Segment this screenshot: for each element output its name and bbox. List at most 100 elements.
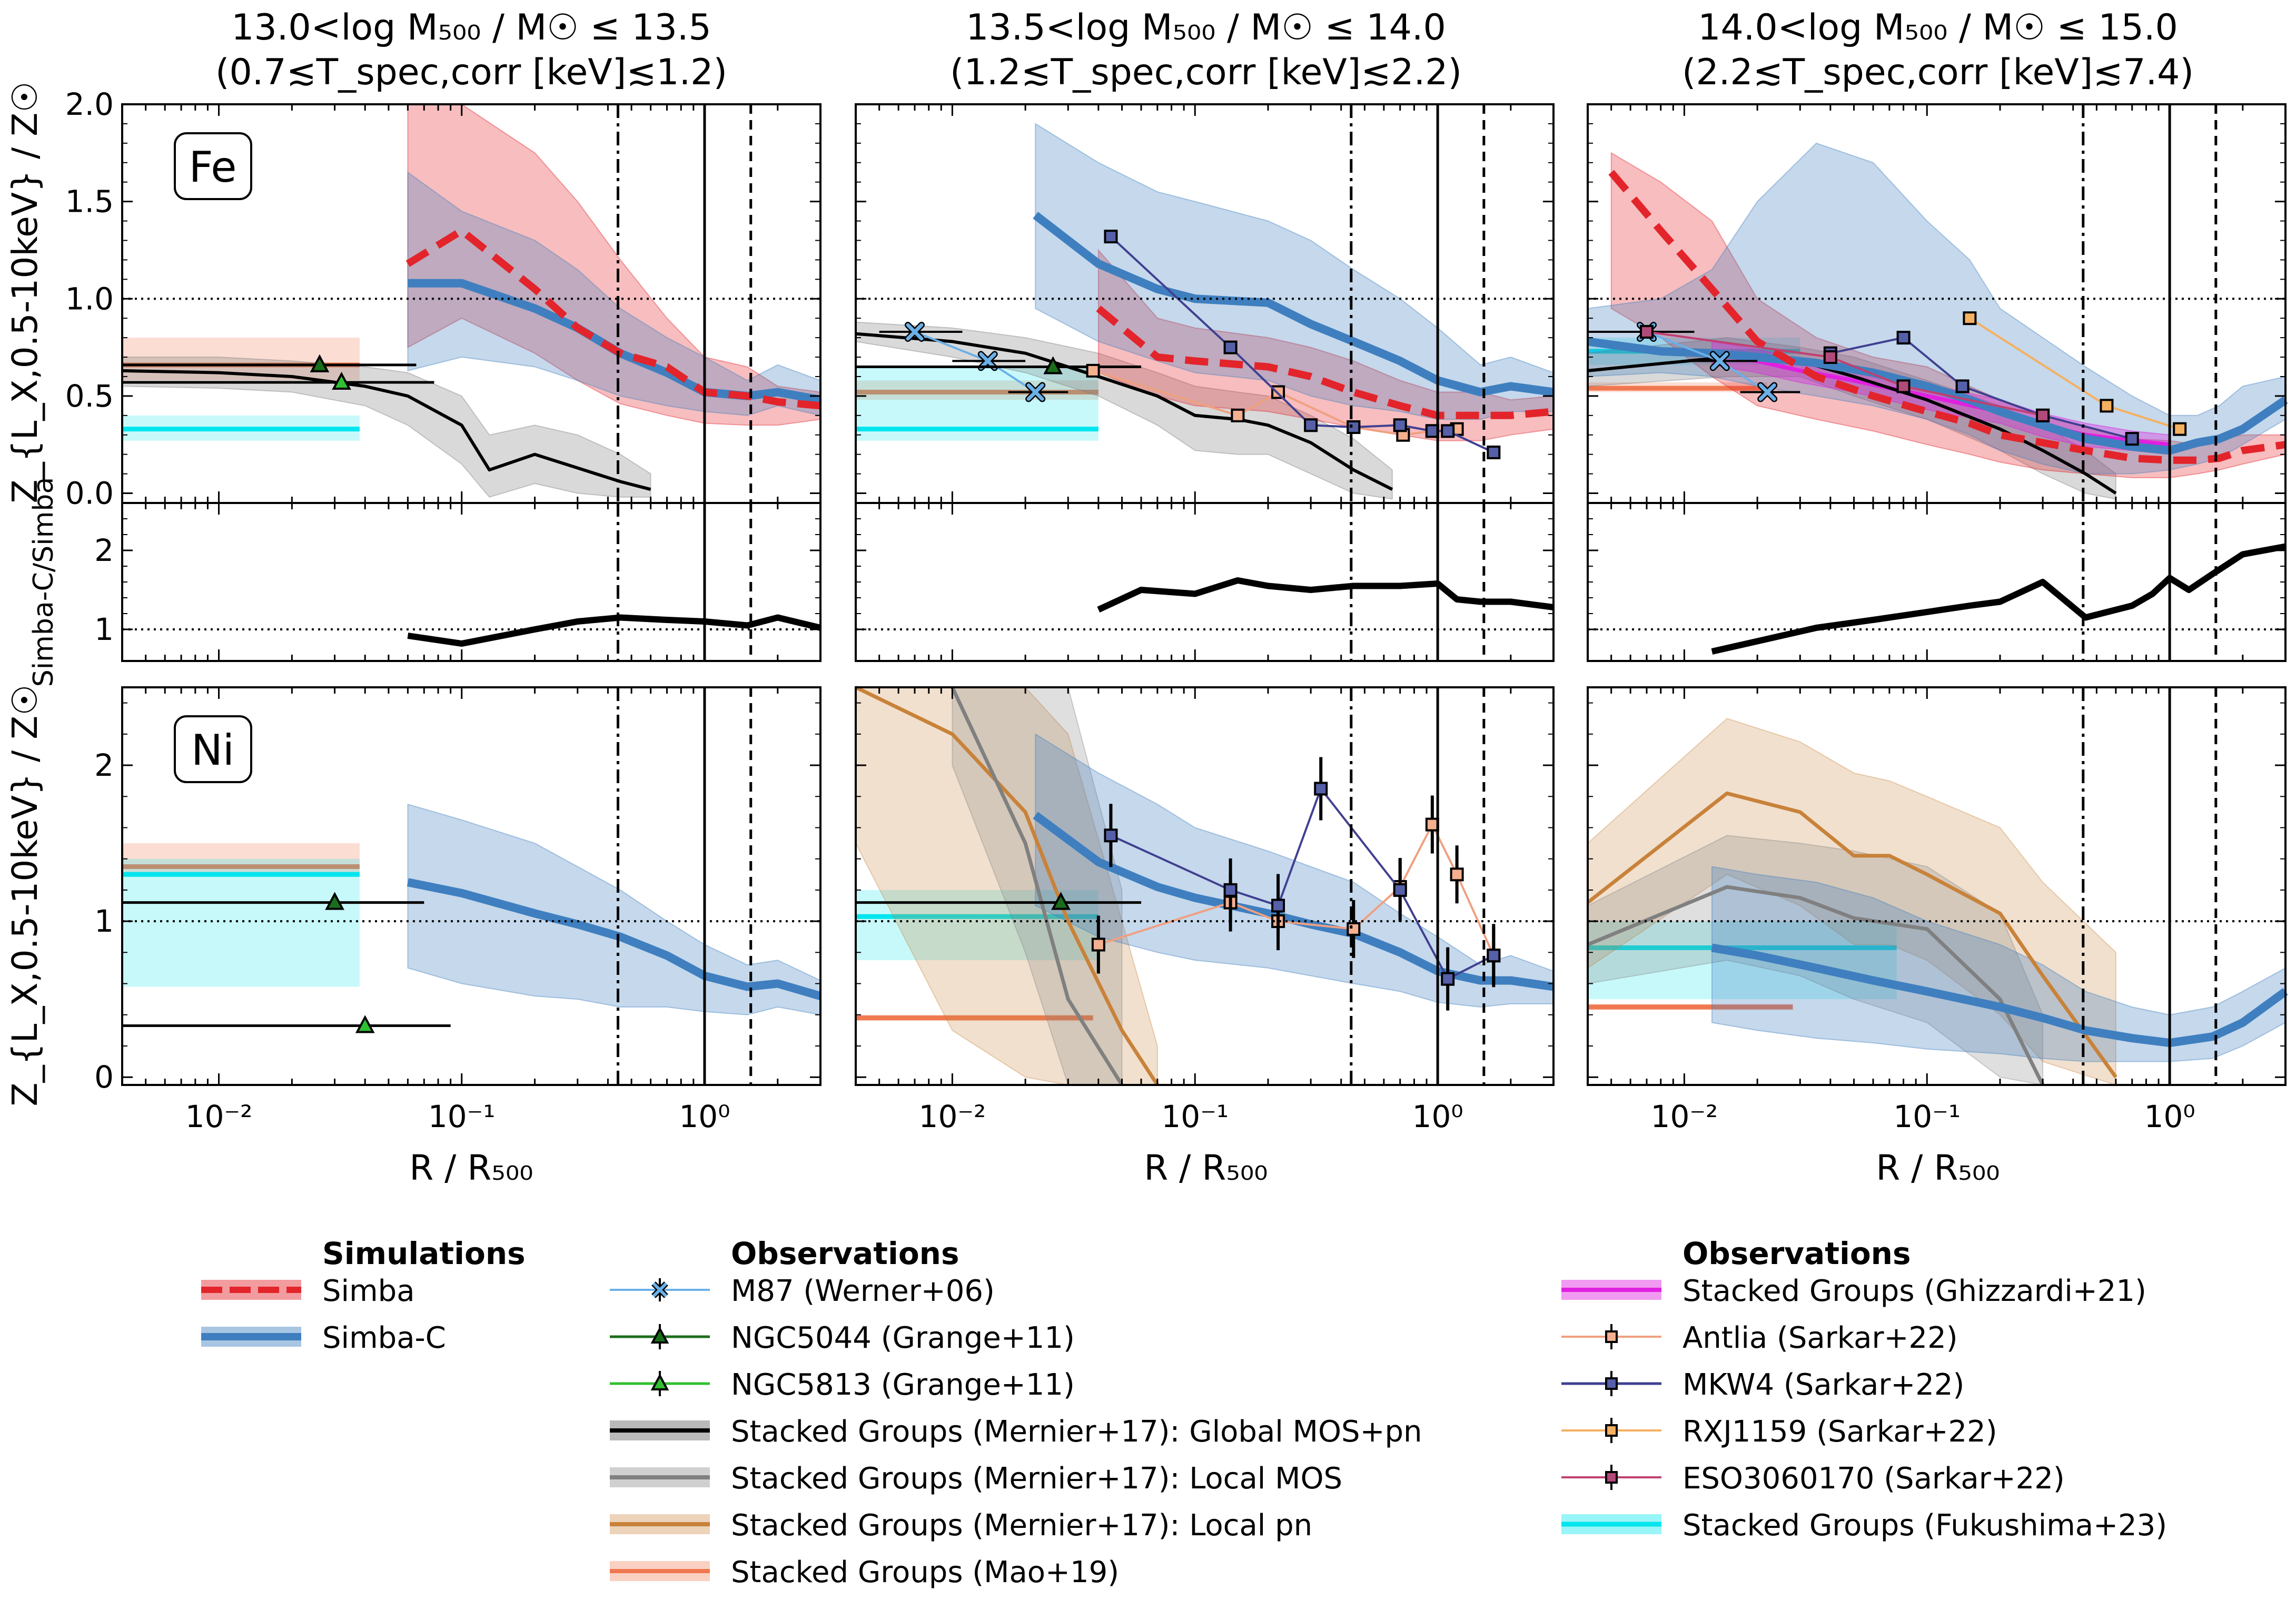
legend-obs1-4: Stacked Groups (Mernier+17): Local MOS bbox=[610, 1462, 1342, 1496]
col1-title-line1: 13.0<log M₅₀₀ / M☉ ≤ 13.5 bbox=[231, 7, 711, 48]
legend-obs1-1-swatch-marker bbox=[650, 1326, 669, 1344]
rxj1159-marker bbox=[2173, 422, 2187, 436]
antlia-marker bbox=[1231, 408, 1245, 422]
mkw4-ni-marker bbox=[1271, 899, 1285, 913]
x-tick-label: 10⁻² bbox=[919, 1099, 986, 1134]
antlia-marker bbox=[1086, 363, 1100, 378]
y-tick-label: 1 bbox=[94, 903, 114, 939]
legend-obs1-1: NGC5044 (Grange+11) bbox=[610, 1321, 1075, 1355]
legend-obs2-3-swatch-marker bbox=[1605, 1424, 1618, 1437]
panel-ratio-2 bbox=[855, 502, 1555, 662]
mkw4-marker bbox=[1896, 331, 1911, 345]
panel-ni-2: 10⁻² 10⁻¹ 10⁰ bbox=[855, 685, 1555, 1134]
mkw4-ni-marker bbox=[1393, 883, 1407, 897]
panel-frame bbox=[1587, 686, 2287, 1086]
mkw4-marker bbox=[2125, 432, 2139, 446]
rxj1159-marker bbox=[2100, 399, 2114, 413]
y-tick-label: 1.5 bbox=[65, 184, 114, 220]
legend-obs2-3-label: RXJ1159 (Sarkar+22) bbox=[1683, 1415, 1997, 1449]
element-label: Fe bbox=[189, 143, 237, 192]
legend-obs2-5: Stacked Groups (Fukushima+23) bbox=[1561, 1508, 2167, 1543]
mkw4-ni-marker bbox=[1223, 883, 1238, 897]
simba-line bbox=[405, 227, 821, 410]
mernier-global-line bbox=[122, 369, 651, 491]
col2-title-line1: 13.5<log M₅₀₀ / M☉ ≤ 14.0 bbox=[966, 7, 1446, 48]
mkw4-ni-marker bbox=[1104, 828, 1118, 843]
legend-obs2-1-swatch-marker bbox=[1605, 1330, 1618, 1343]
x-tick-label: 10⁻² bbox=[1651, 1099, 1718, 1134]
legend-obs2-4-label: ESO3060170 (Sarkar+22) bbox=[1683, 1462, 2065, 1496]
mernier-local-pn-line bbox=[855, 685, 1159, 1086]
mkw4-marker bbox=[1347, 420, 1361, 434]
legend-obs1-0-label: M87 (Werner+06) bbox=[731, 1274, 995, 1308]
element-label-box bbox=[174, 132, 252, 200]
legend-sim-header: Simulations bbox=[322, 1236, 526, 1271]
legend-obs1-4-label: Stacked Groups (Mernier+17): Local MOS bbox=[731, 1462, 1342, 1496]
mernier-local-pn-line bbox=[1586, 791, 2117, 1079]
x-tick-label: 10⁰ bbox=[679, 1099, 730, 1134]
panel-fe-2 bbox=[855, 103, 1555, 504]
panel-ratio-1: 12 bbox=[94, 502, 822, 662]
antlia-ni-marker bbox=[1091, 937, 1105, 952]
ni-ylabel: Z_{L_X,0.5-10keV} / Z☉ bbox=[5, 684, 45, 1106]
simba-c-line bbox=[1587, 337, 2288, 455]
y-tick-label: 2.0 bbox=[65, 86, 114, 122]
ngc5044-ni-marker bbox=[1051, 892, 1071, 910]
legend-obs2-0-label: Stacked Groups (Ghizzardi+21) bbox=[1683, 1274, 2146, 1308]
mkw4-marker bbox=[1304, 418, 1318, 432]
fukushima-ni-band bbox=[1588, 921, 1897, 1000]
antlia-ni-marker bbox=[1450, 867, 1464, 882]
legend: Simulations Observations Observations Si… bbox=[201, 1236, 2167, 1590]
mkw4-marker bbox=[1393, 418, 1407, 432]
y-tick-label: 0.0 bbox=[65, 476, 114, 511]
panel-ratio-3 bbox=[1587, 502, 2287, 662]
mao-ni-band bbox=[122, 843, 360, 875]
legend-obs1-6-label: Stacked Groups (Mao+19) bbox=[731, 1555, 1119, 1590]
y-tick-label: 0 bbox=[94, 1059, 114, 1095]
col3-title-line2: (2.2≲T_spec,corr [keV]≲7.4) bbox=[1682, 52, 2194, 93]
col1-xlabel: R / R₅₀₀ bbox=[409, 1148, 533, 1188]
simba-c-ni-line bbox=[407, 878, 822, 1000]
legend-obs2-2-swatch-marker bbox=[1605, 1377, 1618, 1390]
legend-obs2-4: ESO3060170 (Sarkar+22) bbox=[1561, 1462, 2065, 1496]
panel-fe-1: 0.0 0.5 1.0 1.5 2.0 Fe bbox=[65, 86, 822, 511]
legend-obs1-6: Stacked Groups (Mao+19) bbox=[610, 1555, 1119, 1590]
fukushima-ni-band bbox=[122, 858, 360, 987]
col2-xlabel: R / R₅₀₀ bbox=[1144, 1148, 1268, 1188]
m87-marker bbox=[906, 323, 924, 341]
ngc5044-marker bbox=[1043, 356, 1063, 374]
y-tick-label: 0.5 bbox=[65, 378, 114, 414]
legend-obs2-4-swatch-marker bbox=[1605, 1471, 1618, 1484]
antlia-ni-line bbox=[1098, 823, 1495, 956]
ratio-line bbox=[407, 614, 822, 647]
ghizzardi-line bbox=[1711, 351, 2170, 447]
panel-frame bbox=[855, 686, 1555, 1086]
panel-ni-1: 10⁻² 10⁻¹ 10⁰ 0 1 2 Ni bbox=[94, 686, 822, 1134]
ratio-line bbox=[1097, 577, 1554, 613]
simba-c-ni-line bbox=[1711, 943, 2288, 1048]
legend-sim-0: Simba bbox=[201, 1274, 415, 1308]
m87-marker bbox=[1026, 383, 1044, 401]
mkw4-marker bbox=[1104, 230, 1118, 244]
col1-title-line2: (0.7≲T_spec,corr [keV]≲1.2) bbox=[215, 52, 727, 93]
legend-obs2-2-label: MKW4 (Sarkar+22) bbox=[1683, 1368, 1964, 1402]
m87-marker bbox=[1758, 383, 1776, 401]
col3-xlabel: R / R₅₀₀ bbox=[1876, 1148, 2000, 1188]
mkw4-marker bbox=[1223, 340, 1238, 354]
simba-c-line bbox=[1033, 212, 1555, 397]
panel-frame bbox=[855, 502, 1555, 662]
legend-obs1-1-label: NGC5044 (Grange+11) bbox=[731, 1321, 1075, 1355]
legend-obs2-5-label: Stacked Groups (Fukushima+23) bbox=[1683, 1508, 2167, 1543]
legend-obs2-header: Observations bbox=[1683, 1236, 1911, 1271]
ratio-line bbox=[1711, 543, 2287, 655]
rxj1159-marker bbox=[1963, 311, 1977, 325]
panel-frame bbox=[121, 502, 822, 662]
col2-title-line2: (1.2≲T_spec,corr [keV]≲2.2) bbox=[950, 52, 1462, 93]
legend-obs2-3: RXJ1159 (Sarkar+22) bbox=[1561, 1415, 1997, 1449]
legend-obs2-1-label: Antlia (Sarkar+22) bbox=[1683, 1321, 1958, 1355]
legend-sim-1-label: Simba-C bbox=[322, 1321, 446, 1355]
legend-obs1-2-label: NGC5813 (Grange+11) bbox=[731, 1368, 1075, 1402]
legend-obs2-0: Stacked Groups (Ghizzardi+21) bbox=[1561, 1274, 2146, 1308]
x-tick-label: 10⁻¹ bbox=[1893, 1099, 1961, 1134]
